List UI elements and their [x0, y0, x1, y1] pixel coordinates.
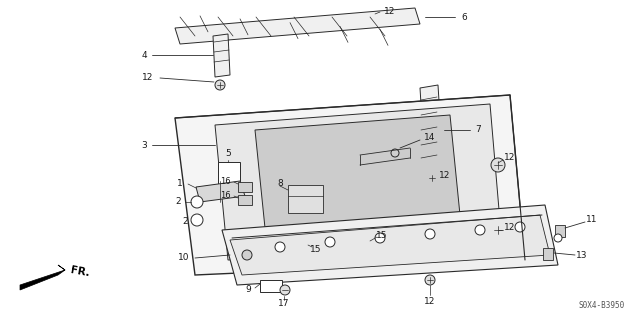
Text: 10: 10	[179, 254, 189, 263]
Bar	[260, 280, 282, 292]
Text: 12: 12	[384, 8, 396, 17]
Circle shape	[425, 275, 435, 285]
Circle shape	[215, 80, 225, 90]
Circle shape	[242, 250, 252, 260]
Circle shape	[191, 196, 203, 208]
Circle shape	[491, 158, 505, 172]
Polygon shape	[222, 205, 558, 285]
Text: 2: 2	[182, 218, 188, 226]
Text: 4: 4	[141, 50, 147, 60]
Circle shape	[427, 173, 437, 183]
Text: S0X4-B3950: S0X4-B3950	[579, 301, 625, 310]
Circle shape	[191, 214, 203, 226]
Text: 15: 15	[310, 246, 322, 255]
Text: 14: 14	[424, 133, 436, 143]
Text: FR.: FR.	[70, 265, 91, 278]
Polygon shape	[175, 8, 420, 44]
Circle shape	[391, 149, 399, 157]
Bar	[238, 195, 252, 205]
Text: 16: 16	[220, 191, 230, 201]
Text: 12: 12	[424, 298, 436, 307]
Text: 8: 8	[277, 179, 283, 188]
Text: 11: 11	[586, 216, 598, 225]
Polygon shape	[20, 265, 65, 290]
Text: 3: 3	[141, 140, 147, 150]
Text: 12: 12	[142, 73, 154, 83]
Circle shape	[325, 237, 335, 247]
Polygon shape	[196, 181, 245, 202]
Text: 5: 5	[225, 150, 231, 159]
Bar	[555, 225, 565, 237]
Text: 9: 9	[245, 286, 251, 294]
Bar	[543, 248, 553, 260]
Text: 12: 12	[504, 153, 516, 162]
Text: 6: 6	[461, 12, 467, 21]
Text: 15: 15	[376, 231, 388, 240]
Circle shape	[375, 233, 385, 243]
Circle shape	[425, 229, 435, 239]
Circle shape	[475, 225, 485, 235]
Circle shape	[515, 222, 525, 232]
Polygon shape	[255, 115, 460, 228]
Bar	[238, 182, 252, 192]
Text: 13: 13	[576, 250, 588, 259]
Text: 17: 17	[278, 300, 290, 308]
Circle shape	[491, 223, 505, 237]
Circle shape	[554, 234, 562, 242]
Polygon shape	[215, 104, 502, 260]
Bar	[288, 185, 323, 213]
Bar	[218, 162, 240, 184]
Circle shape	[275, 242, 285, 252]
Text: 7: 7	[475, 125, 481, 135]
Polygon shape	[230, 215, 550, 275]
Polygon shape	[175, 95, 525, 275]
Text: 1: 1	[177, 180, 183, 189]
Polygon shape	[420, 85, 443, 168]
Text: 12: 12	[439, 170, 451, 180]
Text: 16: 16	[220, 177, 230, 187]
Text: 2: 2	[175, 197, 181, 206]
Text: 12: 12	[504, 224, 516, 233]
Polygon shape	[213, 34, 230, 77]
Circle shape	[280, 285, 290, 295]
